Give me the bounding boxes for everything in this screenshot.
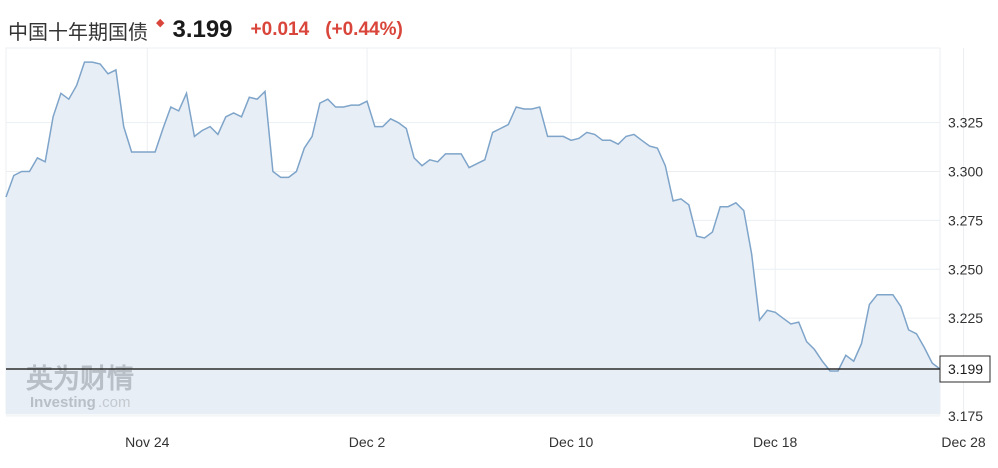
price-area xyxy=(6,62,940,414)
watermark-brand: Investing xyxy=(30,394,96,411)
quote-header: 中国十年期国债 ◆ 3.199 +0.014 (+0.44%) xyxy=(8,14,403,46)
x-tick-label: Dec 10 xyxy=(549,434,594,450)
price-change: +0.014 xyxy=(250,19,310,40)
x-tick-label: Dec 28 xyxy=(941,434,986,450)
last-price-label: 3.199 xyxy=(948,361,983,377)
price-line xyxy=(5,61,941,372)
x-tick-label: Dec 2 xyxy=(349,434,386,450)
y-tick-label: 3.325 xyxy=(948,115,983,131)
y-tick-label: 3.275 xyxy=(948,212,983,228)
y-tick-label: 3.300 xyxy=(948,164,983,180)
watermark-suffix: .com xyxy=(98,394,131,411)
last-price-marker: 3.199 xyxy=(939,355,991,383)
x-tick-label: Nov 24 xyxy=(125,434,170,450)
y-tick-label: 3.250 xyxy=(948,261,983,277)
up-arrow-icon: ◆ xyxy=(156,16,165,29)
price-change-percent: (+0.44%) xyxy=(325,19,403,40)
y-tick-label: 3.175 xyxy=(948,408,983,424)
last-price-box xyxy=(939,355,991,383)
last-price: 3.199 xyxy=(172,16,233,43)
y-tick-label: 3.225 xyxy=(948,310,983,326)
x-tick-label: Dec 18 xyxy=(753,434,798,450)
y-axis: 3.325 3.300 3.275 3.250 3.225 3.175 xyxy=(948,115,983,424)
instrument-title: 中国十年期国债 xyxy=(8,19,148,44)
watermark: 英为财情 Investing .com xyxy=(26,364,134,411)
